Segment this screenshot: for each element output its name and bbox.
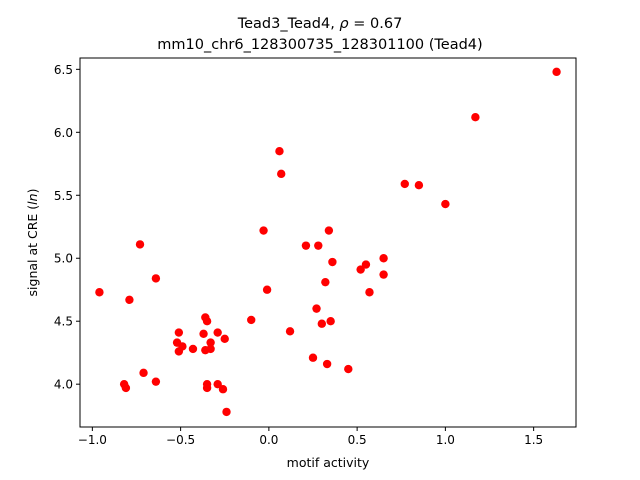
y-tick-label: 6.0 xyxy=(54,126,73,140)
scatter-point xyxy=(139,368,148,378)
scatter-point xyxy=(308,353,318,362)
x-tick-label: 1.5 xyxy=(524,433,543,447)
x-tick-label: 0.0 xyxy=(259,433,278,447)
scatter-point xyxy=(361,260,371,269)
x-tick-label: 1.0 xyxy=(436,433,455,447)
scatter-point xyxy=(125,295,134,304)
scatter-point xyxy=(277,169,286,179)
scatter-point xyxy=(322,359,332,369)
scatter-point xyxy=(262,285,272,294)
scatter-point xyxy=(222,407,231,417)
chart-title-line1: Tead3_Tead4, ρ = 0.67 xyxy=(237,16,403,32)
scatter-point xyxy=(121,383,131,393)
x-tick-label: −1.0 xyxy=(78,433,107,447)
scatter-point xyxy=(174,328,184,337)
y-axis-label: signal at CRE (ln) xyxy=(25,189,40,297)
scatter-point xyxy=(324,226,334,235)
scatter-point xyxy=(178,342,187,351)
scatter-point xyxy=(213,379,222,389)
scatter-point xyxy=(379,254,388,263)
scatter-point xyxy=(328,257,337,267)
chart-title-line2: mm10_chr6_128300735_128301100 (Tead4) xyxy=(157,37,482,53)
x-axis-ticks: −1.0 −0.5 0.0 0.5 1.0 1.5 xyxy=(78,427,543,447)
scatter-point xyxy=(135,240,145,249)
scatter-point xyxy=(326,317,335,326)
x-tick-label: 0.5 xyxy=(348,433,367,447)
scatter-point xyxy=(213,328,222,337)
scatter-point xyxy=(312,304,321,313)
scatter-point xyxy=(285,327,295,336)
scatter-point xyxy=(220,334,229,344)
scatter-point xyxy=(275,146,284,156)
scatter-point xyxy=(247,315,256,325)
y-tick-label: 6.5 xyxy=(54,63,73,77)
scatter-point xyxy=(151,274,161,283)
scatter-point xyxy=(314,241,323,250)
scatter-point xyxy=(321,277,330,287)
scatter-point xyxy=(206,344,215,354)
scatter-point xyxy=(206,338,215,347)
scatter-point xyxy=(356,265,365,274)
scatter-point xyxy=(199,329,208,339)
y-axis-ticks: 4.0 4.5 5.0 5.5 6.0 6.5 xyxy=(54,63,80,392)
scatter-point xyxy=(259,226,268,235)
scatter-point xyxy=(151,377,161,386)
scatter-point xyxy=(379,270,388,279)
scatter-point xyxy=(188,344,198,354)
y-tick-label: 4.0 xyxy=(54,378,73,392)
scatter-point xyxy=(400,179,409,189)
plot-area-frame xyxy=(79,57,577,428)
scatter-point xyxy=(202,379,212,389)
scatter-point xyxy=(344,364,353,374)
scatter-point xyxy=(317,319,327,328)
data-points xyxy=(95,67,561,417)
scatter-point xyxy=(301,241,311,250)
scatter-point xyxy=(218,385,228,394)
scatter-point xyxy=(471,112,480,122)
y-tick-label: 5.0 xyxy=(54,252,73,266)
scatter-point xyxy=(95,288,104,297)
scatter-point xyxy=(441,199,450,209)
scatter-point xyxy=(552,67,561,77)
scatter-point xyxy=(414,181,424,190)
y-tick-label: 4.5 xyxy=(54,315,73,329)
y-tick-label: 5.5 xyxy=(54,189,73,203)
scatter-point xyxy=(365,288,374,297)
scatter-point xyxy=(202,317,212,326)
x-tick-label: −0.5 xyxy=(166,433,195,447)
x-axis-label: motif activity xyxy=(287,455,370,470)
